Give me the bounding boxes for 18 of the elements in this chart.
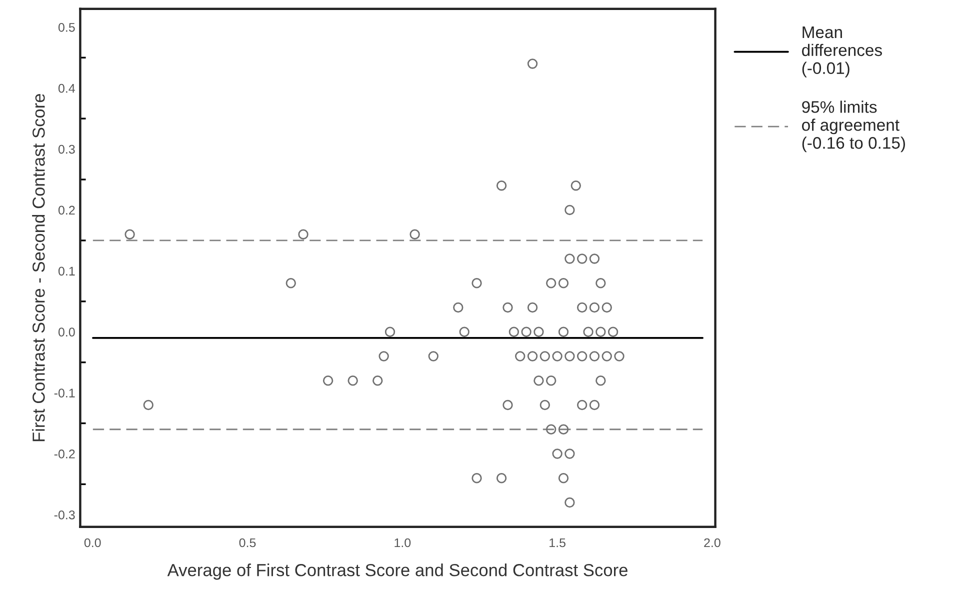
x-tick-label: 1.0 [394, 538, 411, 548]
y-tick-label: 0.0 [58, 328, 75, 337]
y-tick-label: 0.2 [58, 206, 75, 215]
x-tick-label: 2.0 [704, 538, 720, 548]
y-tick-label: 0.4 [58, 84, 75, 93]
x-tick-label: 0.0 [84, 538, 101, 548]
y-tick-label: -0.1 [54, 388, 75, 398]
legend-label: Mean differences (-0.01) [802, 26, 882, 78]
x-axis-title: Average of First Contrast Score and Second Contrast Score [167, 564, 628, 580]
y-tick-label: -0.3 [54, 510, 75, 520]
y-tick-label: 0.1 [58, 266, 75, 276]
y-tick-label: -0.2 [54, 450, 75, 458]
x-tick-label: 1.5 [550, 538, 566, 548]
y-tick-label: 0.5 [58, 22, 75, 32]
x-tick-label: 0.5 [239, 538, 256, 548]
legend-label: 95% limits of agreement (-0.16 to 0.15) [802, 100, 905, 152]
y-tick-label: 0.3 [58, 144, 75, 154]
y-axis-title: First Contrast Score - Second Contrast Score [32, 94, 45, 442]
